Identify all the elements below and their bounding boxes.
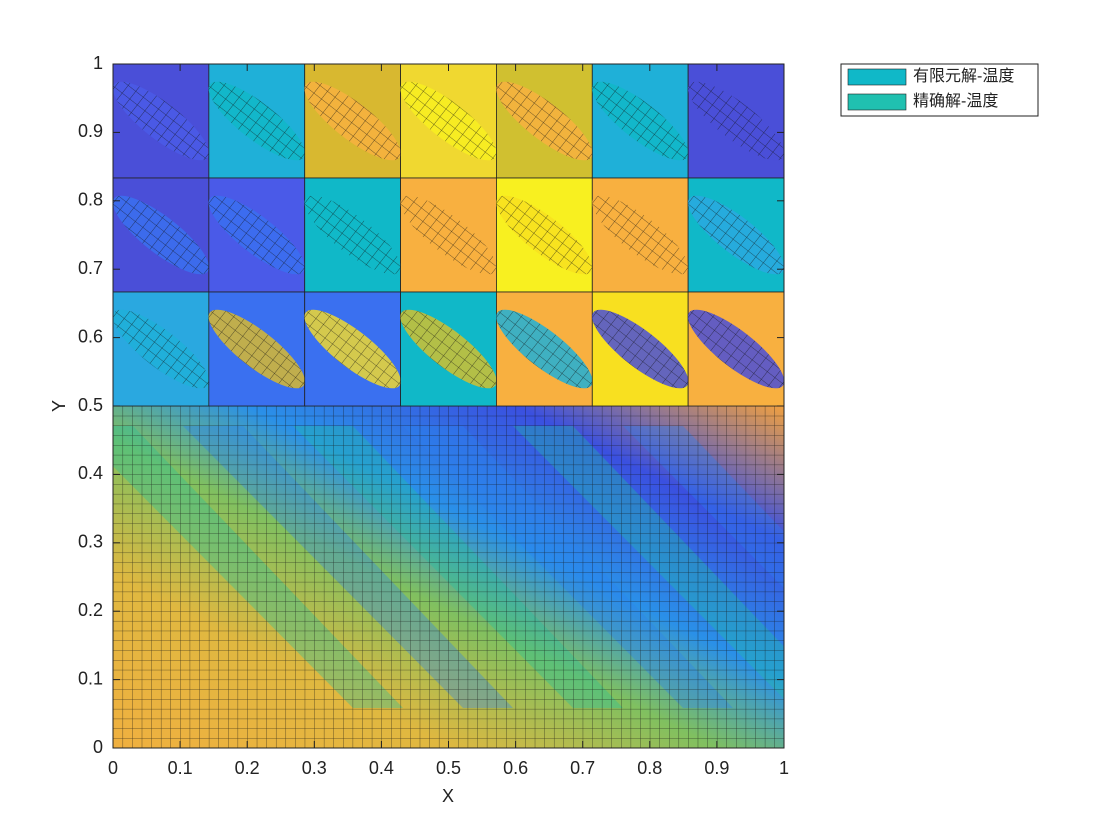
x-tick-label: 0.2: [235, 758, 260, 778]
cell-band-mesh: [687, 309, 784, 389]
cell-band-mesh: [208, 81, 305, 161]
cell-band-mesh: [592, 81, 689, 161]
x-tick-label: 0.4: [369, 758, 394, 778]
cell-band-mesh: [496, 309, 593, 389]
cell-band-mesh: [496, 81, 593, 161]
x-tick-label: 1: [779, 758, 789, 778]
fine-mesh: [113, 406, 784, 748]
cell-band-mesh: [113, 195, 210, 275]
y-tick-label: 0: [93, 737, 103, 757]
y-tick-label: 0.2: [78, 600, 103, 620]
y-tick-label: 0.7: [78, 258, 103, 278]
cell-band-mesh: [687, 195, 784, 275]
x-tick-label: 0.9: [704, 758, 729, 778]
y-tick-label: 0.4: [78, 463, 103, 483]
y-tick-label: 0.6: [78, 326, 103, 346]
cell-band-mesh: [400, 195, 497, 275]
y-tick-label: 0.5: [78, 395, 103, 415]
legend-label: 精确解-温度: [913, 92, 998, 110]
legend-swatch: [847, 68, 907, 86]
x-tick-label: 0.7: [570, 758, 595, 778]
x-tick-label: 0.8: [637, 758, 662, 778]
cell-band-mesh: [304, 81, 401, 161]
x-tick-label: 0: [108, 758, 118, 778]
cell-band-mesh: [113, 81, 210, 161]
y-tick-label: 0.1: [78, 668, 103, 688]
y-tick-label: 0.9: [78, 121, 103, 141]
y-tick-label: 0.8: [78, 190, 103, 210]
y-tick-label: 1: [93, 53, 103, 73]
cell-band-mesh: [208, 195, 305, 275]
x-tick-label: 0.3: [302, 758, 327, 778]
x-tick-label: 0.1: [168, 758, 193, 778]
x-tick-label: 0.6: [503, 758, 528, 778]
x-tick-label: 0.5: [436, 758, 461, 778]
cell-band-mesh: [592, 195, 689, 275]
legend-swatch: [847, 93, 907, 111]
cell-band-mesh: [400, 309, 497, 389]
cell-band-mesh: [400, 81, 497, 161]
x-axis-label: X: [442, 786, 454, 806]
cell-band-mesh: [496, 195, 593, 275]
cell-band-mesh: [113, 309, 210, 389]
cell-band-mesh: [304, 195, 401, 275]
cell-band-mesh: [592, 309, 689, 389]
plot-area: [113, 64, 784, 748]
legend-label: 有限元解-温度: [913, 67, 1014, 85]
y-axis-label: Y: [49, 400, 69, 412]
y-tick-label: 0.3: [78, 532, 103, 552]
cell-band-mesh: [687, 81, 784, 161]
cell-band-mesh: [208, 309, 305, 389]
cell-band-mesh: [304, 309, 401, 389]
